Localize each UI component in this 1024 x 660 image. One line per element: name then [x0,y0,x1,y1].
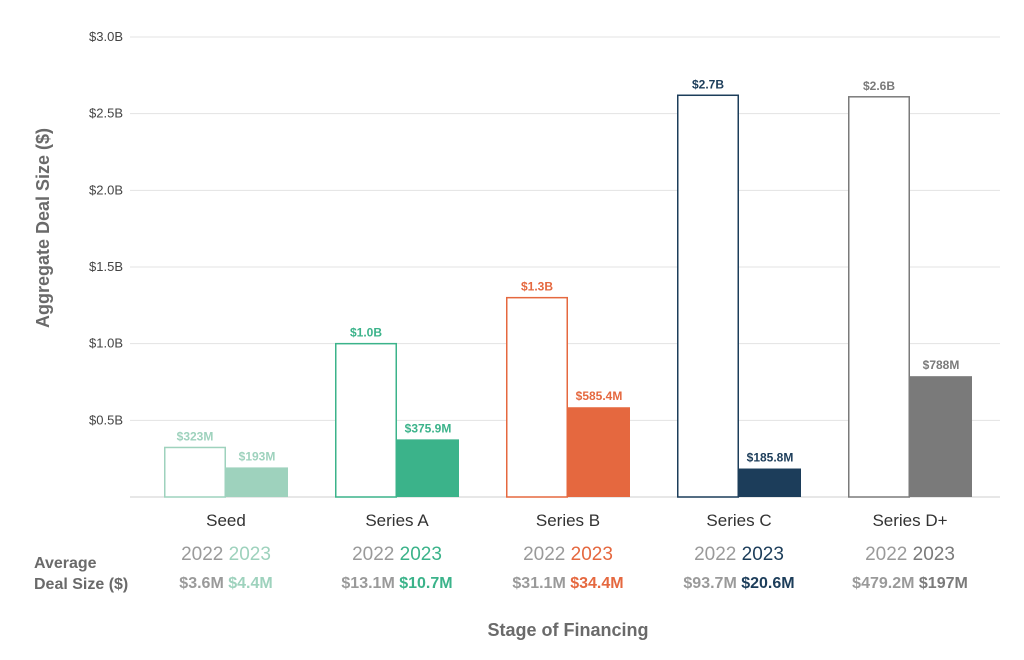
category-label: Seed [206,511,246,530]
y-tick-label: $0.5B [89,412,123,427]
average-years-row: 2022 2023 [523,544,613,565]
average-year-2022: 2022 [694,544,742,565]
bar-2023 [226,467,288,497]
y-tick-label: $3.0B [89,29,123,44]
bar-2023 [568,407,630,497]
average-year-2022: 2022 [352,544,400,565]
average-values-row: $93.7M $20.6M [683,575,794,592]
y-axis-label: Aggregate Deal Size ($) [33,128,53,328]
average-year-2023: 2023 [400,544,442,565]
average-value-2023: $4.4M [228,575,272,592]
data-label-2023: $788M [923,358,960,372]
average-value-2022: $13.1M [341,575,399,592]
data-label-2022: $323M [177,429,214,443]
data-labels: $323M $193M $1.0B $375.9M $1.3B $585.4M $2.7B $… [177,77,960,464]
average-years-row: 2022 2023 [694,544,784,565]
average-years-row: 2022 2023 [352,544,442,565]
average-value-2022: $93.7M [683,575,741,592]
average-years-row: 2022 2023 [865,544,955,565]
data-label-2022: $2.6B [863,79,895,93]
average-value-2023: $10.7M [399,575,452,592]
data-label-2022: $1.0B [350,326,382,340]
average-year-2023: 2023 [742,544,784,565]
average-values-row: $31.1M $34.4M [512,575,623,592]
bar-2023 [910,376,972,497]
average-year-2023: 2023 [571,544,613,565]
category-label: Series C [706,511,771,530]
data-label-2022: $1.3B [521,280,553,294]
average-value-2022: $3.6M [179,575,228,592]
average-year-2023: 2023 [229,544,271,565]
category-labels: Seed Series A Series B Series C Series D+ [206,511,947,530]
bar-2023 [397,439,459,497]
bar-2022 [335,342,397,498]
data-label-2022: $2.7B [692,77,724,91]
average-year-2022: 2022 [523,544,571,565]
data-label-2023: $375.9M [405,421,452,435]
y-axis-ticks: $0.5B $1.0B $1.5B $2.0B $2.5B $3.0B [89,29,123,427]
x-axis-label: Stage of Financing [487,620,648,640]
y-tick-label: $2.0B [89,182,123,197]
bars [164,94,972,498]
average-values-row: $479.2M $197M [852,575,968,592]
average-values-row: $3.6M $4.4M [179,575,272,592]
y-tick-label: $2.5B [89,106,123,121]
bar-2022 [506,296,568,498]
average-value-2022: $31.1M [512,575,570,592]
bar-2023 [739,468,801,497]
data-label-2023: $193M [239,449,276,463]
bar-2022 [164,446,226,498]
average-value-2023: $197M [919,575,968,592]
y-tick-label: $1.0B [89,336,123,351]
average-year-2023: 2023 [913,544,955,565]
average-year-2022: 2022 [865,544,913,565]
data-label-2023: $585.4M [576,389,623,403]
y-tick-label: $1.5B [89,259,123,274]
bar-2022 [677,94,739,498]
average-year-2022: 2022 [181,544,229,565]
average-title-line1: Average [34,555,97,572]
average-years-row: 2022 2023 [181,544,271,565]
category-label: Series D+ [872,511,947,530]
average-value-2023: $34.4M [570,575,623,592]
average-value-2022: $479.2M [852,575,919,592]
average-value-2023: $20.6M [741,575,794,592]
category-label: Series A [365,511,429,530]
data-label-2023: $185.8M [747,451,794,465]
average-title-line2: Deal Size ($) [34,576,128,593]
average-values-row: $13.1M $10.7M [341,575,452,592]
bar-2022 [848,96,910,498]
category-label: Series B [536,511,600,530]
